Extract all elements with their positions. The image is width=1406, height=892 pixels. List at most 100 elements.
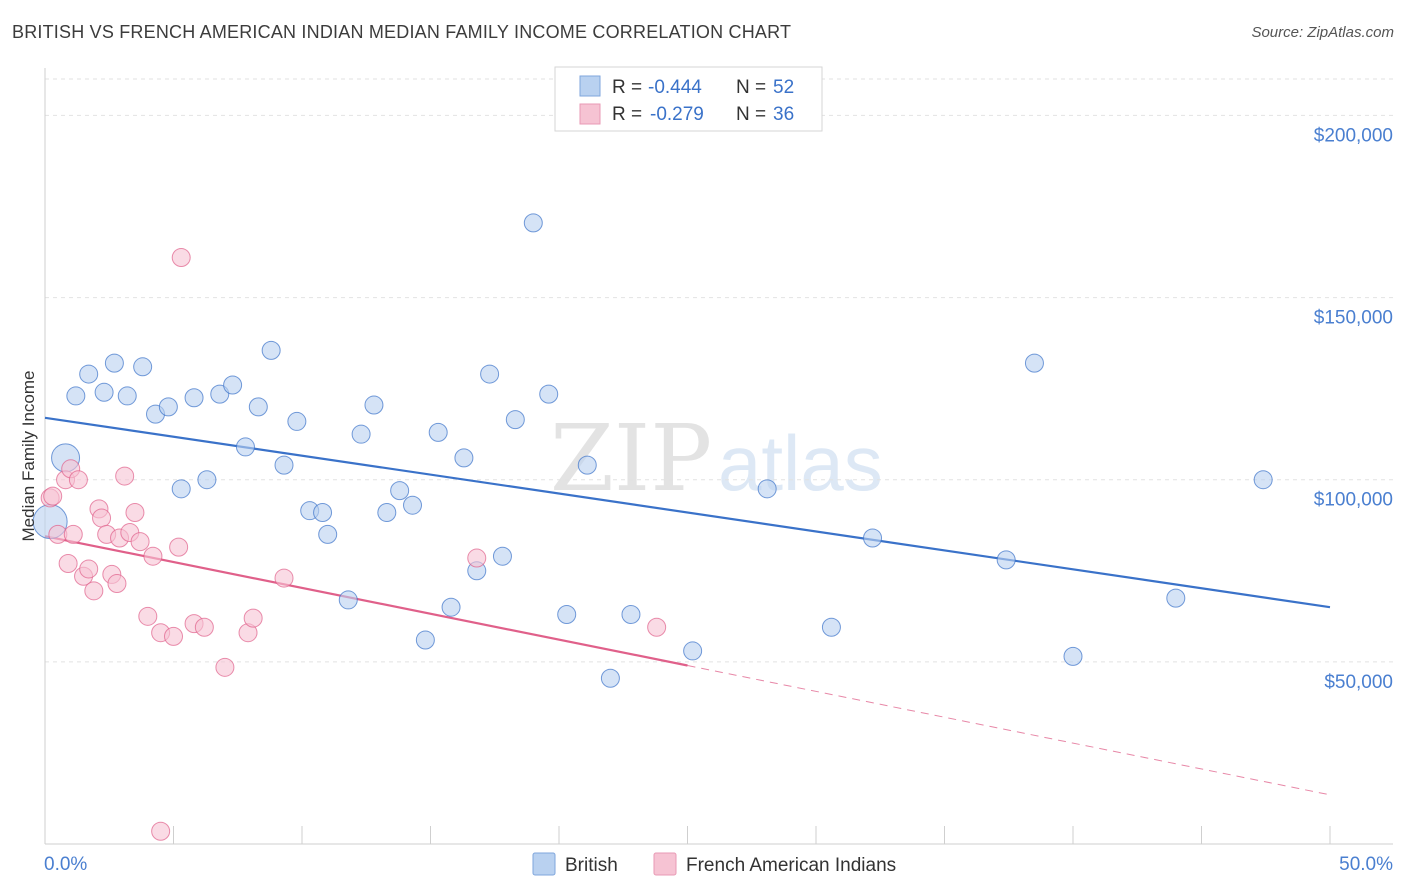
british-point — [104, 353, 124, 373]
british-point — [287, 411, 307, 431]
british-point — [523, 213, 543, 233]
british-point — [441, 597, 461, 617]
legend-swatch-british — [579, 75, 601, 97]
french-point — [107, 574, 127, 594]
british-point — [184, 388, 204, 408]
british-point — [117, 386, 137, 406]
watermark-atlas: atlas — [718, 419, 883, 507]
legend-r-label-french: R = — [612, 104, 642, 125]
british-point — [223, 375, 243, 395]
french-point — [151, 821, 171, 841]
french-point — [171, 248, 191, 267]
french-point — [68, 470, 88, 490]
british-point — [505, 410, 525, 430]
french-point — [194, 617, 214, 637]
french-point — [92, 508, 112, 528]
y-tick-label: $200,000 — [1314, 125, 1393, 146]
british-point — [539, 384, 559, 404]
grid-layer — [45, 78, 1393, 663]
y-tick-label: $150,000 — [1314, 308, 1393, 329]
legend-r-label-british: R = — [612, 77, 642, 98]
french-point — [647, 617, 667, 637]
british-point — [454, 448, 474, 468]
british-point — [248, 397, 268, 417]
british-point — [158, 397, 178, 417]
french-point — [274, 568, 294, 588]
french-point — [58, 554, 78, 573]
french-point — [467, 548, 487, 568]
french-point — [215, 657, 235, 677]
bottom-legend-swatch-british — [532, 852, 556, 876]
bottom-legend-swatch-french — [653, 852, 677, 876]
bottom-legend-label-french: French American Indians — [686, 855, 896, 876]
french-point — [130, 532, 150, 552]
french-point — [79, 559, 99, 579]
legend-n-label-british: N = — [736, 77, 766, 98]
french-point — [169, 537, 189, 557]
british-point — [683, 641, 703, 661]
legend-n-label-french: N = — [736, 104, 766, 125]
legend-swatch-french — [579, 103, 601, 125]
british-point — [364, 395, 384, 415]
british-point — [318, 524, 338, 544]
x-tick-label-min: 0.0% — [44, 854, 87, 875]
trendline-british — [44, 416, 1331, 609]
french-point — [43, 486, 63, 506]
source-label: Source: ZipAtlas.com — [1251, 24, 1394, 41]
british-point — [66, 386, 86, 406]
legend-r-value-french: -0.279 — [650, 104, 704, 125]
british-point — [79, 364, 99, 384]
british-point — [377, 503, 397, 522]
british-point — [621, 605, 641, 624]
french-point — [138, 606, 158, 626]
axis-layer: $50,000 $100,000 $150,000 $200,000 — [44, 68, 1393, 845]
legend-r-value-british: -0.444 — [648, 77, 702, 98]
legend-n-value-british: 52 — [773, 77, 794, 98]
point-layer — [32, 213, 1273, 841]
french-point — [125, 503, 145, 522]
british-point — [600, 668, 620, 688]
y-tick-label: $100,000 — [1314, 490, 1393, 511]
british-point — [197, 470, 217, 490]
british-point — [133, 357, 153, 377]
french-point — [243, 608, 263, 628]
british-point — [390, 481, 410, 501]
x-tick-label-max: 50.0% — [1339, 854, 1393, 875]
british-point — [351, 424, 371, 444]
correlation-legend: R = -0.444 N = 52 R = -0.279 N = 36 — [554, 66, 823, 132]
british-point — [577, 455, 597, 475]
watermark-zip: ZIP — [550, 405, 712, 512]
british-point — [863, 528, 883, 548]
french-point — [143, 546, 163, 566]
french-point — [63, 524, 83, 544]
british-point — [338, 590, 358, 610]
british-point — [210, 384, 230, 404]
british-point — [1024, 353, 1044, 373]
series-legend: British French American Indians — [532, 852, 896, 876]
british-point — [557, 605, 577, 624]
british-point — [492, 546, 512, 566]
british-point — [757, 479, 777, 499]
british-point — [274, 455, 294, 475]
french-point — [84, 581, 104, 601]
british-point — [403, 495, 423, 515]
british-point — [1253, 470, 1273, 490]
british-point — [428, 422, 448, 442]
british-point — [171, 479, 191, 499]
legend-n-value-french: 36 — [773, 104, 794, 125]
british-point — [235, 437, 255, 457]
french-point — [164, 626, 183, 646]
chart-title: BRITISH VS FRENCH AMERICAN INDIAN MEDIAN… — [12, 22, 792, 42]
british-point — [996, 550, 1016, 570]
bottom-legend-label-british: British — [565, 855, 618, 876]
british-point — [821, 617, 841, 637]
y-axis-title: Median Family Income — [19, 370, 38, 541]
british-point — [94, 382, 114, 402]
french-point — [115, 466, 135, 486]
british-point — [415, 630, 435, 650]
trendline-extension-french — [687, 665, 1331, 796]
british-point — [480, 364, 500, 384]
british-point — [1166, 588, 1186, 608]
british-point — [261, 340, 281, 360]
